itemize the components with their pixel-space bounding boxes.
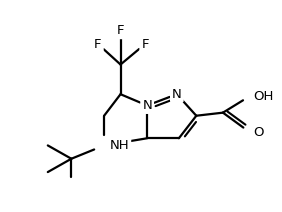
Text: N: N bbox=[142, 99, 152, 112]
Text: NH: NH bbox=[109, 139, 129, 152]
Text: F: F bbox=[117, 24, 124, 37]
Text: O: O bbox=[254, 126, 264, 139]
Text: N: N bbox=[172, 88, 182, 101]
Text: F: F bbox=[94, 38, 102, 50]
Text: F: F bbox=[141, 38, 149, 50]
Text: OH: OH bbox=[254, 90, 274, 103]
